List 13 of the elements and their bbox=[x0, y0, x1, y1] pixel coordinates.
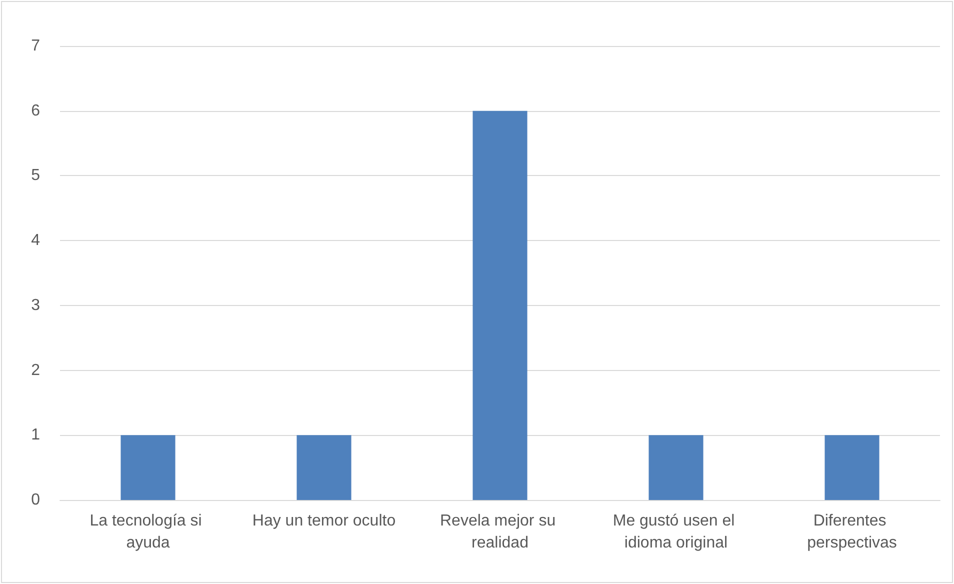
y-tick-label: 7 bbox=[31, 38, 40, 54]
x-tick-label: La tecnología si ayuda bbox=[90, 512, 206, 552]
y-tick-label: 6 bbox=[31, 102, 40, 120]
x-tick-label: Hay un temor oculto bbox=[252, 512, 396, 530]
y-tick-label: 4 bbox=[31, 232, 40, 250]
y-tick-label: 1 bbox=[31, 426, 40, 444]
y-tick-label: 5 bbox=[31, 167, 40, 184]
y-tick-label: 0 bbox=[31, 492, 40, 508]
y-tick-label: 3 bbox=[31, 296, 40, 314]
x-tick-label: Me gustó usen el idioma original bbox=[612, 512, 740, 552]
x-tick-label: Diferentes perspectivas bbox=[807, 512, 897, 552]
y-tick-label: 2 bbox=[31, 362, 40, 379]
x-tick-label: Revela mejor su realidad bbox=[440, 512, 560, 552]
